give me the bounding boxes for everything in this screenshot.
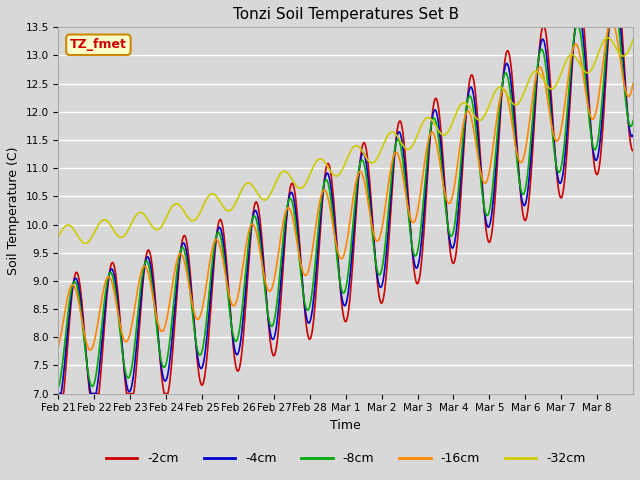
-4cm [122,378,130,384]
X-axis label: Time: Time [330,419,361,432]
-4cm [228,324,236,329]
Line: -16cm: -16cm [58,22,633,350]
Line: -4cm: -4cm [58,22,633,394]
-16cm [123,339,131,345]
-16cm [278,223,286,229]
-32cm [438,132,446,137]
-8cm [605,19,613,24]
-4cm [405,213,413,218]
-4cm [54,391,62,396]
-2cm [278,285,285,290]
-2cm [405,206,413,212]
-8cm [629,118,637,124]
-32cm [629,36,637,42]
-4cm [572,19,580,24]
-8cm [54,384,62,390]
-32cm [604,35,611,41]
-16cm [228,302,236,308]
Line: -32cm: -32cm [58,38,633,243]
-32cm [257,195,264,201]
-8cm [256,240,264,246]
Line: -2cm: -2cm [58,22,633,394]
-8cm [228,323,236,329]
-16cm [257,253,264,259]
-16cm [406,213,413,219]
Legend: -2cm, -4cm, -8cm, -16cm, -32cm: -2cm, -4cm, -8cm, -16cm, -32cm [101,447,591,470]
-8cm [122,371,130,377]
-8cm [437,161,445,167]
-32cm [406,146,413,152]
-32cm [123,230,131,236]
-16cm [629,81,637,86]
-16cm [86,347,94,353]
-32cm [54,234,62,240]
-32cm [228,206,236,212]
-2cm [629,148,637,154]
-4cm [256,228,264,234]
-32cm [82,240,90,246]
-16cm [438,174,446,180]
-32cm [278,169,286,175]
Title: Tonzi Soil Temperatures Set B: Tonzi Soil Temperatures Set B [233,7,459,22]
-2cm [54,391,62,396]
-16cm [607,19,614,24]
-2cm [122,385,130,391]
-2cm [437,132,445,138]
-2cm [256,216,264,222]
-16cm [54,343,62,349]
-8cm [278,251,285,257]
Y-axis label: Soil Temperature (C): Soil Temperature (C) [7,146,20,275]
Text: TZ_fmet: TZ_fmet [70,38,127,51]
-4cm [437,147,445,153]
-2cm [228,324,236,330]
-4cm [629,132,637,138]
-8cm [405,220,413,226]
Line: -8cm: -8cm [58,22,633,387]
-2cm [572,19,580,24]
-4cm [278,268,285,274]
